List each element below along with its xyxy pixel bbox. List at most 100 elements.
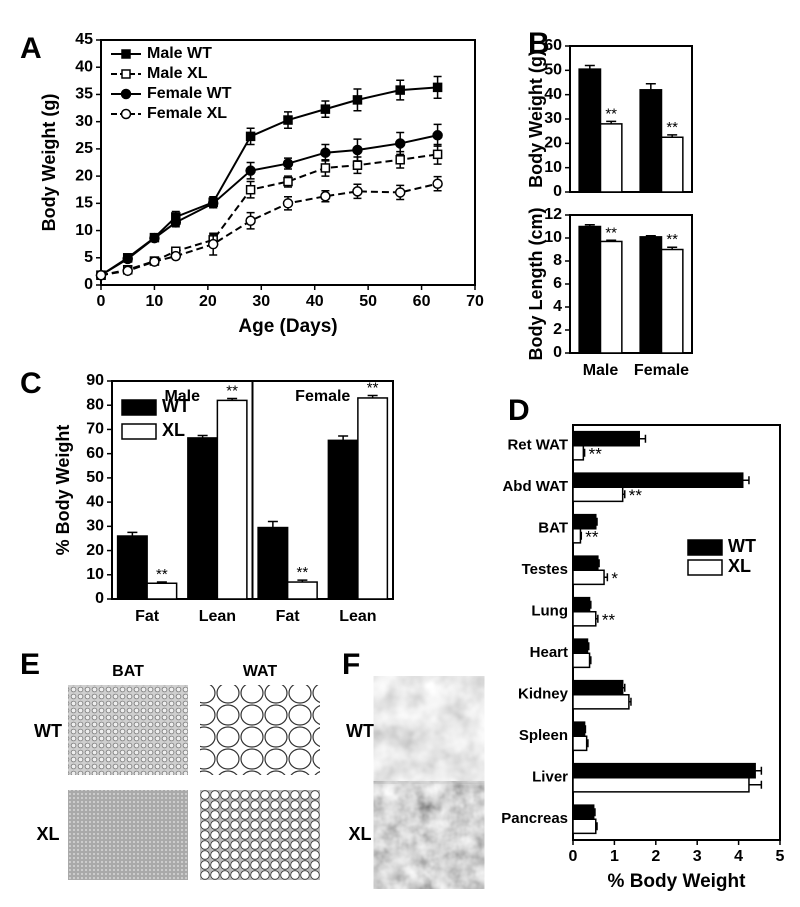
- y-axis-label: Body Weight (g): [526, 50, 546, 188]
- error-bar: [639, 434, 647, 443]
- significance-label: **: [156, 566, 168, 583]
- point: [432, 149, 443, 160]
- significance-label: **: [589, 444, 603, 463]
- bar: [599, 240, 623, 354]
- panel-letter: E: [20, 648, 40, 681]
- point: [245, 215, 256, 227]
- histology-image: [200, 790, 320, 880]
- x-tick-label: Fat: [135, 608, 160, 625]
- bar: [257, 526, 289, 600]
- legend-swatch: [687, 559, 723, 576]
- point: [282, 158, 294, 169]
- x-tick-label: 3: [693, 848, 702, 865]
- x-tick-label: 60: [413, 293, 431, 310]
- y-tick-label: 10: [544, 229, 562, 246]
- column-label: BAT: [112, 663, 144, 680]
- x-tick-label: 70: [466, 293, 484, 310]
- bar: [327, 439, 359, 600]
- y-tick-label: Abd WAT: [502, 478, 568, 495]
- y-tick-label: 4: [553, 298, 562, 315]
- x-tick-label: Female: [634, 362, 689, 379]
- point: [395, 155, 405, 165]
- bar: [572, 735, 588, 752]
- bar: [572, 472, 744, 489]
- bar: [572, 430, 640, 447]
- bar: [187, 437, 219, 600]
- bar: [639, 89, 663, 193]
- point: [121, 69, 131, 79]
- point: [352, 144, 363, 156]
- legend-label: WT: [162, 396, 190, 416]
- row-label: WT: [346, 721, 374, 741]
- error-bar: [267, 520, 278, 528]
- error-bar: [742, 476, 750, 485]
- point: [207, 198, 219, 209]
- significance-label: **: [629, 486, 643, 505]
- y-tick-label: 70: [86, 421, 104, 438]
- x-tick-label: 50: [359, 293, 377, 310]
- point: [320, 191, 331, 202]
- x-axis-label: % Body Weight: [608, 871, 747, 892]
- y-tick-label: 10: [86, 566, 104, 583]
- legend-label: XL: [728, 556, 751, 576]
- point: [95, 269, 107, 281]
- histology-image: [68, 685, 188, 775]
- point: [283, 176, 293, 187]
- bar: [572, 638, 589, 655]
- bar: [572, 762, 756, 779]
- y-tick-label: 45: [75, 31, 93, 48]
- legend-swatch: [121, 423, 157, 440]
- bar: [572, 445, 585, 461]
- group-label: Male: [164, 388, 200, 405]
- y-tick-label: Pancreas: [501, 810, 568, 827]
- x-tick-label: Lean: [199, 608, 236, 625]
- legend-label: WT: [728, 536, 756, 556]
- y-tick-label: Heart: [530, 644, 568, 661]
- point: [352, 95, 363, 105]
- y-tick-label: Lung: [531, 603, 568, 620]
- y-tick-label: BAT: [538, 520, 568, 537]
- bar: [572, 818, 597, 835]
- bar: [146, 582, 178, 600]
- y-tick-label: 20: [75, 167, 93, 184]
- y-axis-label: Body Length (cm): [526, 208, 546, 361]
- y-tick-label: 40: [544, 86, 562, 103]
- y-tick-label: 60: [86, 445, 104, 462]
- point: [352, 186, 363, 197]
- significance-label: *: [611, 569, 618, 588]
- x-tick-label: 0: [97, 293, 106, 310]
- panel-letter: C: [20, 367, 42, 400]
- y-tick-label: Liver: [532, 769, 568, 786]
- x-tick-label: Fat: [276, 608, 301, 625]
- bar: [572, 694, 630, 710]
- legend-label: Male XL: [147, 65, 208, 82]
- bar: [599, 123, 623, 193]
- point: [283, 115, 293, 125]
- y-tick-label: 50: [86, 469, 104, 486]
- significance-label: **: [226, 382, 238, 399]
- series-line: [100, 134, 438, 277]
- point: [282, 198, 294, 209]
- bar: [572, 486, 624, 503]
- bar: [660, 136, 684, 193]
- significance-label: **: [666, 231, 678, 248]
- bar: [578, 225, 602, 354]
- point: [432, 130, 443, 141]
- bar: [639, 236, 663, 354]
- point: [320, 104, 331, 114]
- bar: [572, 804, 595, 821]
- bar: [286, 581, 318, 600]
- bar: [572, 513, 597, 530]
- x-tick-label: 40: [306, 293, 324, 310]
- panel-letter: F: [342, 648, 360, 681]
- x-tick-label: 10: [146, 293, 164, 310]
- row-label: XL: [348, 824, 371, 844]
- error-bar: [645, 82, 656, 90]
- legend-label: Female XL: [147, 105, 227, 122]
- y-tick-label: Spleen: [519, 727, 568, 744]
- bar: [572, 569, 605, 586]
- y-tick-label: 30: [75, 113, 93, 130]
- panel-letter: A: [20, 32, 42, 65]
- error-bar: [755, 766, 763, 775]
- point: [122, 253, 133, 265]
